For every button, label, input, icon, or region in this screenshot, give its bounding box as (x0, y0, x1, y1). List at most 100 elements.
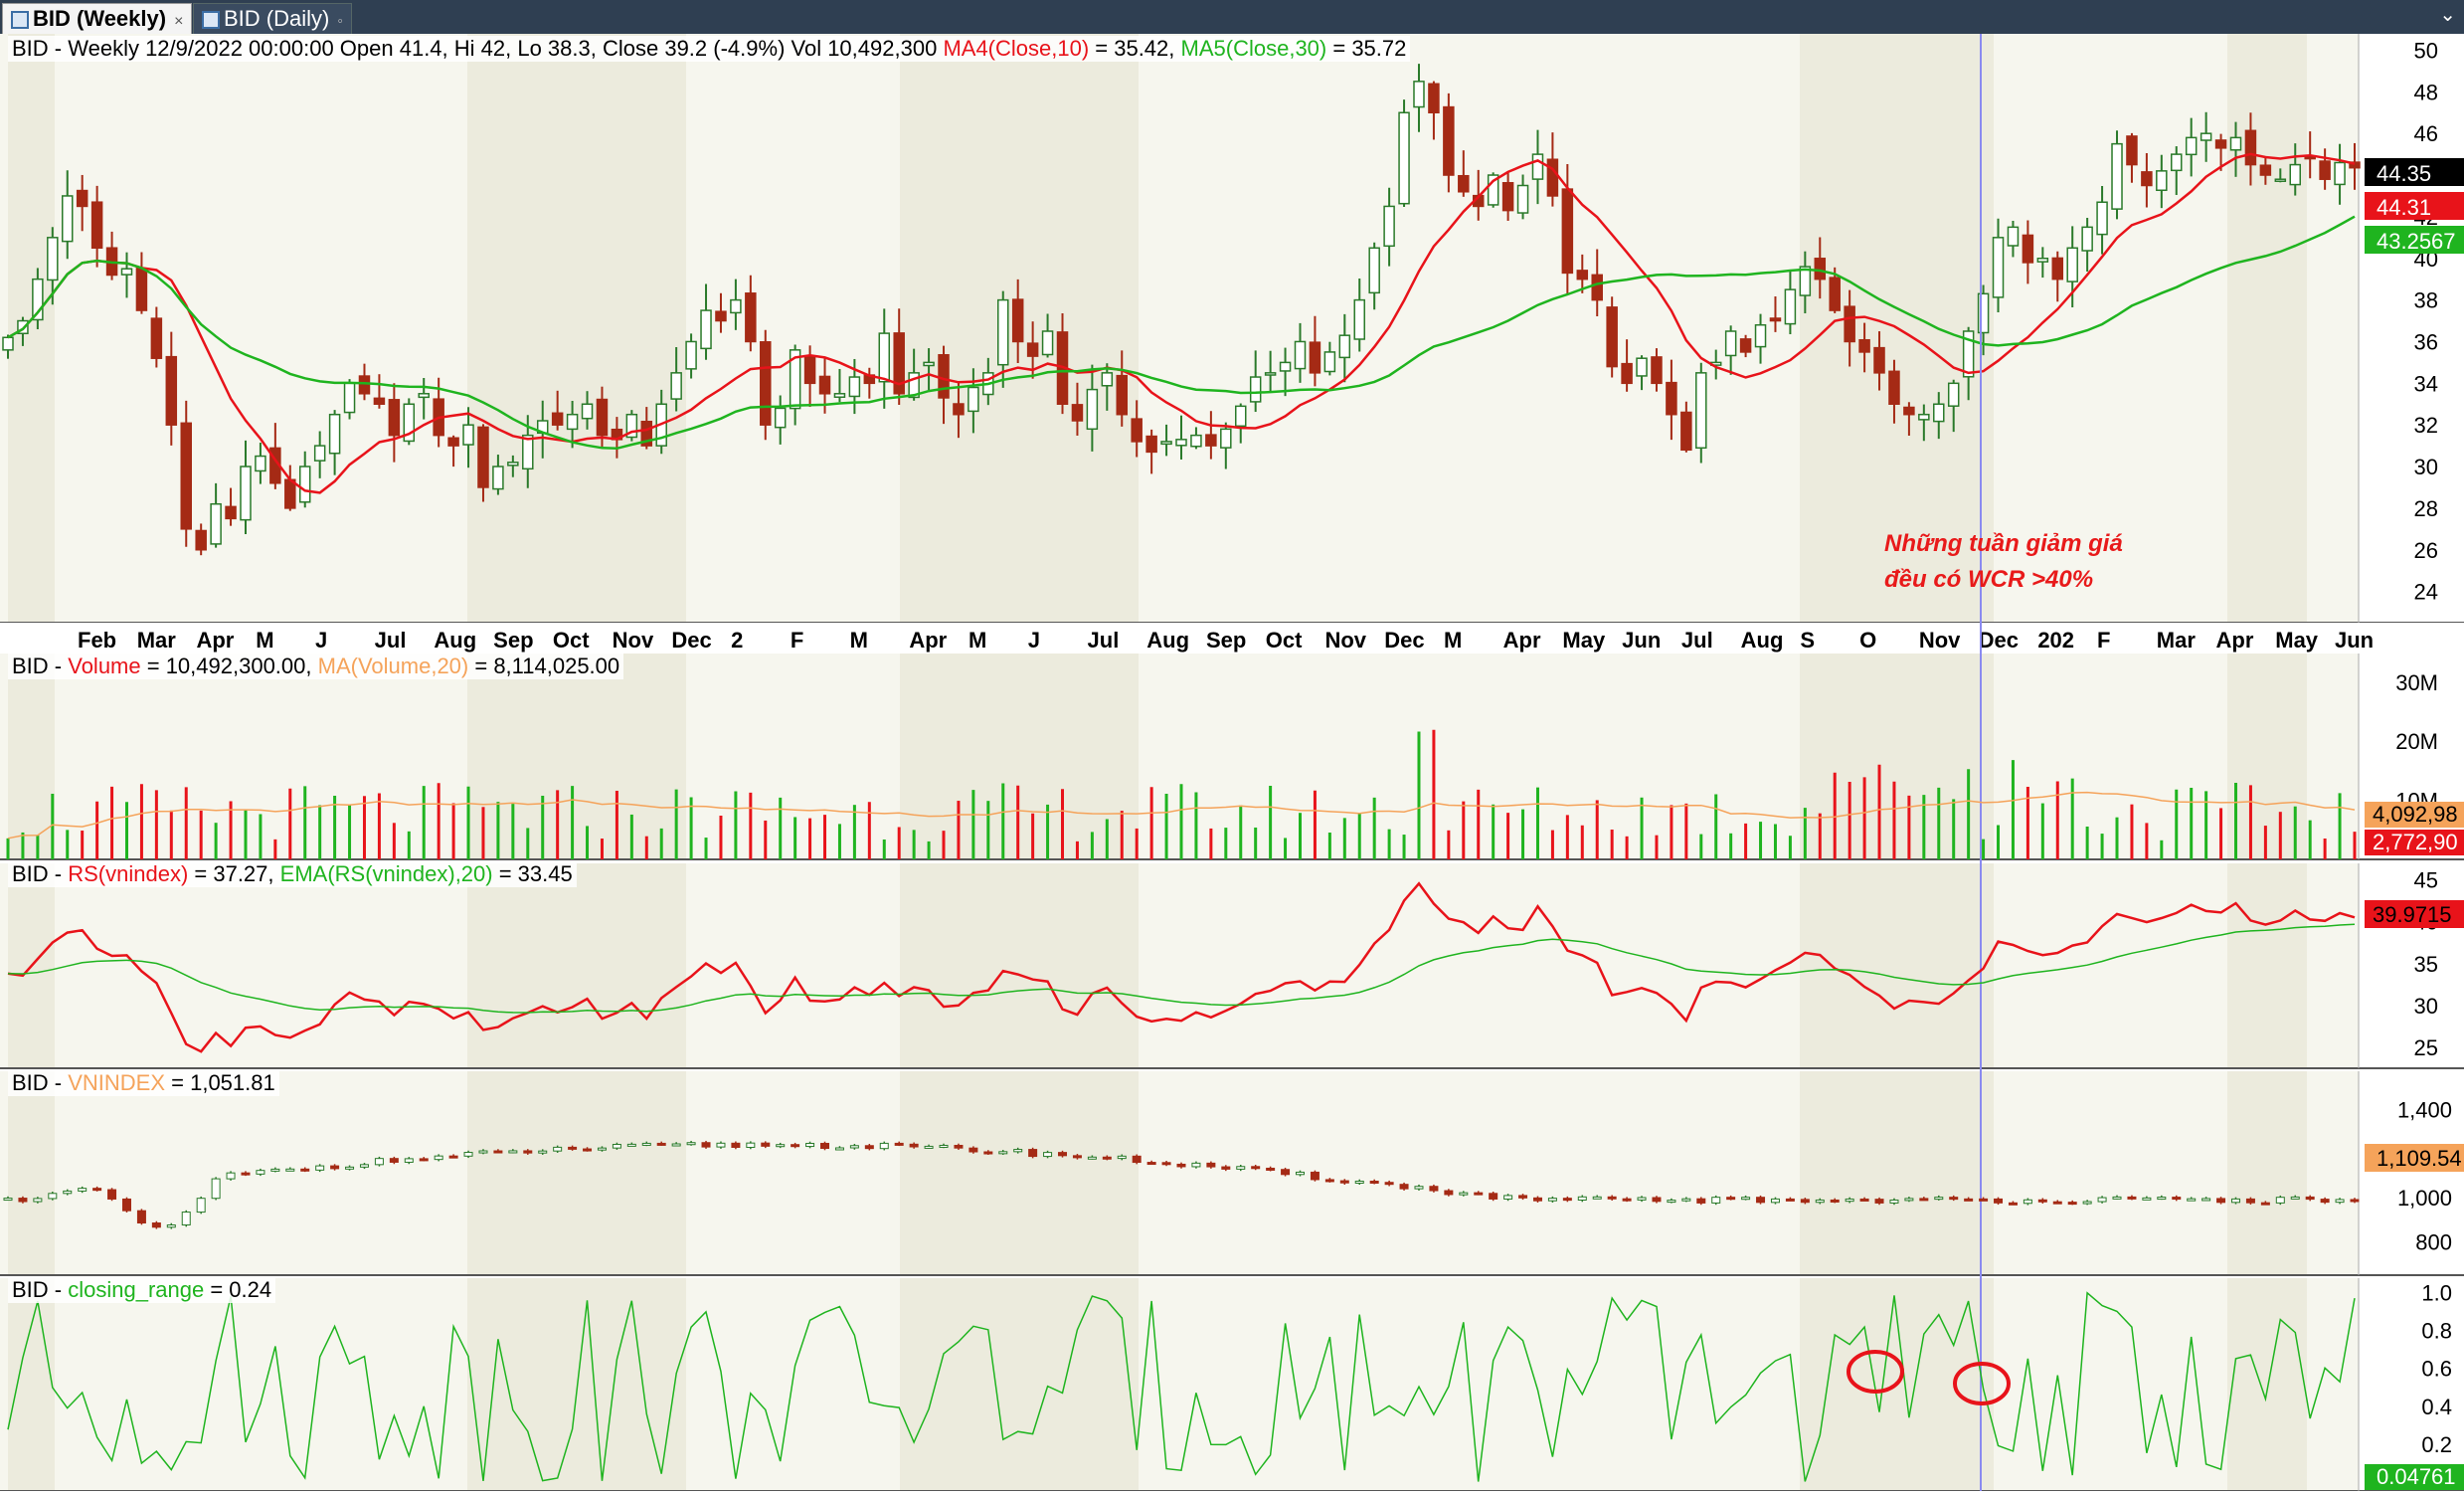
price-candle (1131, 418, 1143, 443)
vnindex-candle (1444, 1190, 1454, 1196)
price-candle (1116, 374, 1129, 416)
date-axis-tick: Jul (375, 628, 407, 653)
time-band-shading (467, 654, 686, 859)
price-candle (1636, 357, 1648, 377)
price-candle (1413, 81, 1425, 108)
vnindex-candle (241, 1172, 251, 1176)
window-menu-icon[interactable]: ⌄ (2439, 4, 2456, 26)
price-candle (1338, 334, 1351, 359)
price-candle (418, 393, 430, 399)
price-candle (1368, 247, 1380, 294)
date-axis-tick: Nov (613, 628, 654, 653)
rs-value: = 37.27, (188, 861, 274, 886)
vnindex-candle (181, 1212, 191, 1226)
vnindex-candle (968, 1147, 978, 1153)
price-candle (1591, 274, 1603, 301)
vnindex-candle (1830, 1199, 1840, 1203)
price-candle (2229, 136, 2242, 151)
vnindex-candle (136, 1210, 146, 1224)
vnindex-candle (1622, 1198, 1632, 1202)
date-axis-tick: J (315, 628, 327, 653)
price-candle (1680, 411, 1692, 452)
vnindex-candle (1577, 1196, 1587, 1201)
close-icon[interactable]: × (174, 13, 184, 30)
price-candle (477, 426, 489, 488)
rs-axis-tick: 45 (2414, 868, 2438, 893)
price-candle (1873, 346, 1885, 374)
vnindex-candle (1354, 1180, 1364, 1184)
price-candle (195, 529, 207, 551)
last-price-label: 43.2567 (2376, 229, 2456, 254)
vnindex-candle (834, 1147, 844, 1151)
vnindex-candle (746, 1142, 756, 1148)
ma4-close-10-line (7, 152, 2356, 494)
price-candle (715, 310, 727, 322)
date-axis-tick: Aug (1741, 628, 1784, 653)
price-axis-tick: 50 (2414, 38, 2438, 63)
closing-range-last-tag (2365, 1464, 2464, 1490)
date-axis-tick: M (968, 628, 986, 653)
tab-bid-weekly[interactable]: BID (Weekly) × (2, 3, 193, 35)
vnindex-candle (2127, 1196, 2137, 1200)
vnindex-candle (1310, 1171, 1320, 1181)
vnindex-candle (538, 1150, 548, 1154)
price-candle (625, 413, 638, 439)
vnindex-candle (1474, 1192, 1484, 1196)
panel-background (0, 863, 2359, 1068)
price-candle (923, 361, 935, 367)
vnindex-candle (226, 1172, 236, 1180)
vnindex-candle (1058, 1152, 1068, 1157)
vnindex-candle (1949, 1197, 1959, 1201)
time-band-shading (1800, 654, 1994, 859)
date-axis-tick: 2 (731, 628, 743, 653)
price-candle (1651, 356, 1663, 385)
vnindex-candle (1339, 1180, 1349, 1184)
price-candle (522, 434, 534, 470)
vnindex-candle (849, 1145, 859, 1149)
price-axis-tick: 36 (2414, 329, 2438, 354)
price-candle (2081, 226, 2093, 252)
vnindex-candle (1324, 1179, 1334, 1183)
date-axis-tick: Apr (196, 628, 234, 653)
chart-area[interactable]: 242628303234363840424446485044.3544.3143… (0, 34, 2464, 1492)
axis-background (2359, 1071, 2464, 1275)
price-candle (760, 341, 772, 426)
rs-axis-tick: 25 (2414, 1035, 2438, 1060)
vnindex-candle (1696, 1198, 1706, 1204)
vnindex-candle (1369, 1180, 1379, 1184)
price-candle (462, 424, 474, 446)
price-candle (1101, 372, 1114, 387)
price-candle (1561, 188, 1574, 275)
price-candle (1190, 434, 1202, 448)
vnindex-candle (1117, 1155, 1127, 1160)
pin-icon[interactable]: ◦ (337, 13, 344, 30)
vnindex-candle (1489, 1193, 1498, 1200)
chart-canvas[interactable]: 242628303234363840424446485044.3544.3143… (0, 34, 2464, 1492)
price-candle (388, 399, 401, 437)
date-axis-tick: Sep (493, 628, 533, 653)
vnindex-candle (508, 1150, 518, 1154)
price-candle (908, 372, 920, 399)
vnindex-candle (2275, 1197, 2285, 1204)
price-candle (2334, 161, 2346, 186)
date-axis-tick: Mar (2157, 628, 2197, 653)
date-axis-tick: O (1859, 628, 1876, 653)
vnindex-candle (92, 1188, 102, 1192)
date-axis-tick: M (1444, 628, 1462, 653)
last-price-label: 44.35 (2376, 161, 2431, 186)
chart-tab-icon (202, 11, 220, 29)
vnindex-candle (2320, 1199, 2330, 1204)
tab-bid-daily[interactable]: BID (Daily) ◦ (193, 3, 353, 35)
price-candle (1086, 388, 1099, 431)
volume-panel-info: BID - Volume = 10,492,300.00, MA(Volume,… (8, 654, 624, 679)
price-candle (1145, 435, 1157, 454)
price-candle (1309, 341, 1321, 374)
vnindex-candle (671, 1143, 681, 1147)
vnindex-candle (1191, 1162, 1201, 1168)
price-candle (165, 355, 178, 426)
vnindex-candle (2290, 1196, 2300, 1200)
price-candle (997, 298, 1009, 366)
price-info-text: BID - Weekly 12/9/2022 00:00:00 Open 41.… (12, 36, 938, 61)
vnindex-candle (776, 1144, 786, 1148)
annotation-note: Những tuần giảm giá đều có WCR >40% (1884, 526, 2123, 598)
